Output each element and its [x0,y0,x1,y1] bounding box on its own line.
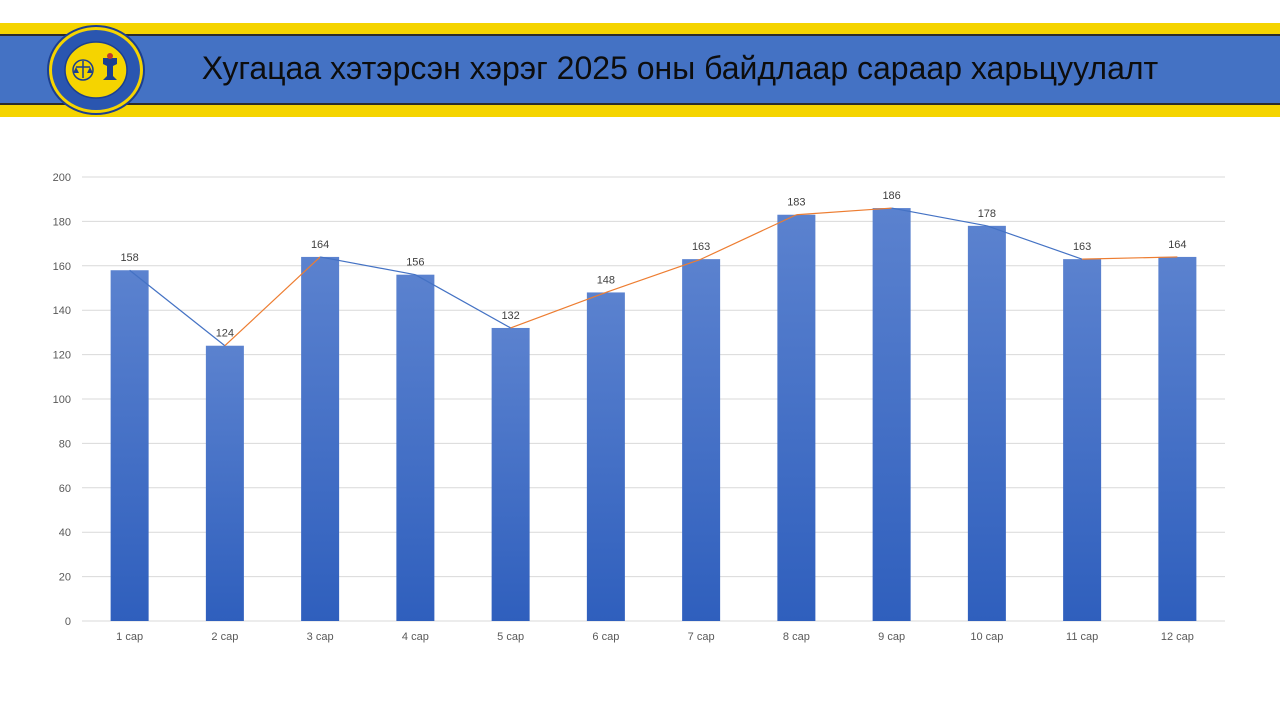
x-tick-label: 6 сар [592,631,619,643]
x-tick-label: 4 сар [402,631,429,643]
bar [301,256,340,621]
x-tick-label: 3 сар [307,631,334,643]
monthly-cases-chart: 0 20 40 60 80 100 120 140 160 180 200 158 1 сар 124 2 … [53,172,1225,643]
data-label: 183 [787,197,805,209]
trend-line-segment [700,214,797,260]
x-tick-label: 1 сар [116,631,143,643]
y-tick-label: 120 [53,350,71,362]
y-tick-label: 200 [53,172,71,184]
bar [586,292,625,621]
court-seal-logo [47,25,145,115]
trend-line-segment [129,269,226,347]
data-label: 164 [1168,239,1186,251]
trend-line-segment [320,256,416,276]
trend-line-segment [605,258,702,294]
x-tick-label: 11 сар [1066,631,1098,643]
y-tick-label: 100 [53,394,71,406]
bar [682,259,721,621]
x-tick-label: 12 сар [1161,631,1194,643]
bar [110,270,149,621]
x-tick-label: 8 сар [783,631,810,643]
data-label: 156 [406,257,424,269]
bar [1063,259,1102,621]
data-label: 148 [597,274,615,286]
bar [872,208,911,621]
data-label: 178 [978,208,996,220]
bar [1158,256,1197,621]
y-tick-label: 80 [59,438,71,450]
trend-line-segment [510,291,607,329]
trend-line-segment [986,225,1083,260]
data-label: 164 [311,239,329,251]
trend-line-segment [891,207,987,227]
bar [967,225,1006,621]
data-label: 163 [692,241,710,253]
trend-line-segment [224,256,321,347]
x-tick-label: 7 сар [688,631,715,643]
x-tick-label: 9 сар [878,631,905,643]
trend-line-segment [796,207,892,216]
trend-line-segment [1082,256,1178,260]
bar [491,327,530,621]
data-label: 132 [501,310,519,322]
banner-blue-band [0,34,1280,105]
page-title: Хугацаа хэтэрсэн хэрэг 2025 оны байдлаар… [201,50,1159,86]
y-tick-label: 180 [53,216,71,228]
data-label: 158 [120,252,138,264]
x-tick-label: 5 сар [497,631,524,643]
x-tick-label: 10 сар [970,631,1003,643]
y-tick-label: 20 [59,572,71,584]
bar [777,214,816,622]
y-tick-label: 160 [53,261,71,273]
y-tick-label: 0 [65,616,71,628]
x-tick-label: 2 сар [211,631,238,643]
data-label: 124 [216,328,234,340]
y-tick-label: 40 [59,527,71,539]
y-tick-label: 140 [53,305,71,317]
y-tick-label: 60 [59,483,71,495]
bar [396,274,435,621]
trend-line-segment [415,274,511,329]
data-label: 163 [1073,241,1091,253]
data-label: 186 [882,190,900,202]
bar [205,345,244,621]
